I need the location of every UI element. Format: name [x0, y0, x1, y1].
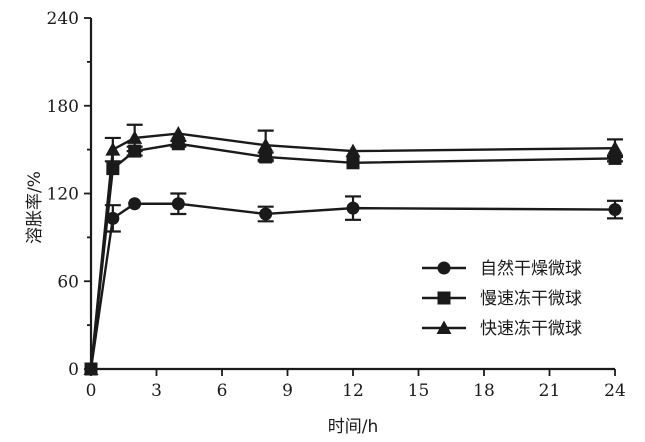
- y-tick-label: 60: [57, 272, 79, 292]
- y-tick-label: 240: [47, 9, 79, 29]
- data-point: [346, 201, 360, 215]
- y-tick-label: 0: [68, 360, 79, 380]
- legend-label: 慢速冻干微球: [480, 288, 582, 309]
- data-point: [346, 156, 360, 170]
- data-point: [607, 140, 623, 155]
- y-tick-label: 180: [47, 97, 79, 117]
- x-tick-label: 18: [473, 381, 495, 401]
- y-axis-title: 溶胀率/%: [25, 171, 45, 244]
- legend-label: 自然干燥微球: [480, 259, 582, 279]
- data-point: [83, 361, 99, 375]
- data-point: [128, 197, 142, 211]
- legend-marker: [437, 261, 451, 275]
- data-point: [170, 126, 186, 140]
- series-line: [89, 202, 616, 370]
- legend-item: 快速冻干微球: [422, 319, 582, 339]
- legend-label: 快速冻干微球: [480, 319, 582, 339]
- data-point: [106, 162, 120, 176]
- data-point: [105, 142, 121, 156]
- legend-marker: [437, 291, 451, 305]
- data-point: [608, 203, 622, 217]
- series-circle: [84, 192, 623, 376]
- series-triangle: [83, 123, 623, 375]
- data-point: [127, 130, 143, 144]
- legend-item: 慢速冻干微球: [422, 288, 582, 309]
- y-tick-label: 120: [47, 185, 79, 205]
- data-point: [171, 197, 185, 211]
- x-axis-title: 时间/h: [328, 417, 379, 437]
- data-point: [171, 137, 185, 151]
- y-axis: 0 60 120 180 240: [47, 9, 93, 380]
- legend-marker: [436, 320, 452, 334]
- series-square: [84, 137, 623, 376]
- x-tick-label: 0: [86, 381, 97, 401]
- data-point: [258, 137, 274, 152]
- plot-area: [83, 123, 623, 376]
- x-tick-label: 9: [282, 381, 293, 401]
- x-tick-label: 3: [151, 381, 162, 401]
- x-tick-label: 21: [539, 381, 561, 401]
- x-tick-label: 12: [342, 381, 364, 401]
- legend-item: 自然干燥微球: [422, 259, 582, 279]
- x-axis: 0 3 6 9 12 15 18 21 24: [86, 367, 626, 401]
- x-tick-label: 24: [604, 381, 626, 401]
- data-point: [259, 207, 273, 221]
- x-tick-label: 15: [408, 381, 430, 401]
- data-point: [608, 151, 622, 165]
- x-tick-label: 6: [217, 381, 228, 401]
- data-point: [106, 211, 120, 225]
- data-point: [345, 143, 361, 158]
